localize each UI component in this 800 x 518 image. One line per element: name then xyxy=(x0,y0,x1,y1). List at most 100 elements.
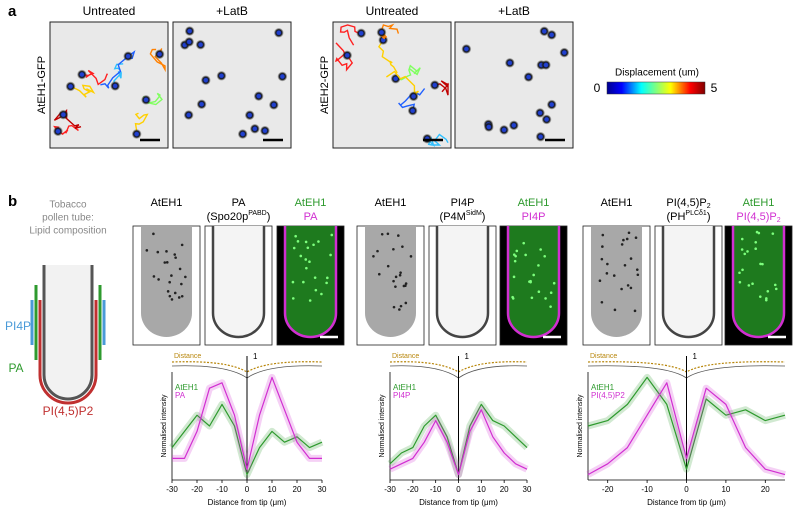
particle xyxy=(407,105,418,116)
track xyxy=(434,80,450,96)
x-axis-label: Distance from tip (μm) xyxy=(419,498,498,507)
header-part: PABD xyxy=(248,210,267,217)
header-part: (PH xyxy=(666,211,685,223)
vesicle xyxy=(633,309,637,313)
column-title: +LatB xyxy=(216,4,248,18)
series-line xyxy=(587,382,786,476)
micrograph xyxy=(499,225,568,346)
track xyxy=(81,69,108,86)
colorbar-max: 5 xyxy=(711,81,718,95)
vesicle xyxy=(372,255,375,258)
vesicle xyxy=(177,296,181,299)
particle xyxy=(390,73,401,84)
micrograph xyxy=(454,21,574,149)
x-tick-label: -10 xyxy=(641,485,653,494)
vesicle xyxy=(325,281,328,285)
particle xyxy=(216,70,227,81)
particle xyxy=(277,71,288,82)
image-header: AtEH1 xyxy=(518,197,550,209)
tube xyxy=(283,226,338,339)
schematic-title: Lipid composition xyxy=(29,226,106,237)
vesicle xyxy=(738,280,742,284)
particle xyxy=(259,125,270,136)
vesicle xyxy=(178,267,182,271)
vesicle xyxy=(163,261,167,264)
vesicle xyxy=(174,256,177,259)
legend-entry: PA xyxy=(175,391,186,400)
vesicle xyxy=(766,289,770,293)
legend-entry: PI4P xyxy=(393,391,410,400)
header-part: AtEH1 xyxy=(518,197,550,209)
vesicle xyxy=(168,294,172,298)
vesicle xyxy=(626,284,630,287)
vesicle xyxy=(754,247,757,251)
distance-trace xyxy=(171,361,323,373)
vesicle xyxy=(543,254,546,258)
vesicle xyxy=(386,232,390,236)
vesicle xyxy=(537,264,540,267)
x-tick-label: 20 xyxy=(293,485,302,494)
vesicle xyxy=(513,259,517,263)
micrograph xyxy=(654,225,723,346)
vesicle xyxy=(398,308,401,311)
particle xyxy=(559,47,570,58)
vesicle xyxy=(394,275,398,279)
vesicle xyxy=(173,291,177,295)
header-part: AtEH1 xyxy=(375,197,407,209)
micrograph xyxy=(49,21,169,149)
vesicle xyxy=(761,262,764,266)
tube xyxy=(141,226,192,337)
x-tick-label: 20 xyxy=(500,485,509,494)
header-part: AtEH1 xyxy=(743,197,775,209)
vesicle xyxy=(168,280,171,284)
track xyxy=(113,63,124,87)
image-header: PI4P xyxy=(522,211,546,223)
particle xyxy=(504,57,515,68)
lipid-label: PI4P xyxy=(5,319,31,333)
distance-tick: 1 xyxy=(465,352,470,361)
vesicle xyxy=(156,250,160,254)
vesicle xyxy=(165,250,168,253)
particle xyxy=(546,99,557,110)
vesicle xyxy=(740,248,744,251)
series-line xyxy=(389,409,528,476)
vesicle xyxy=(304,258,308,261)
vesicle xyxy=(746,250,749,253)
image-header: PI(4,5)P2 xyxy=(736,211,780,224)
vesicle xyxy=(598,279,602,283)
row-label: AtEH2-GFP xyxy=(319,56,331,114)
vesicle xyxy=(380,232,384,236)
vesicle xyxy=(314,288,318,292)
vesicle xyxy=(741,268,744,272)
vesicle xyxy=(743,252,747,256)
vesicle xyxy=(740,237,744,241)
particle xyxy=(508,120,519,131)
vesicle xyxy=(312,243,315,247)
vesicle xyxy=(165,261,169,264)
vesicle xyxy=(157,278,160,281)
vesicle xyxy=(330,233,334,237)
micrograph xyxy=(172,21,292,149)
legend-entry: AtEH1 xyxy=(591,383,615,392)
track xyxy=(378,39,398,74)
particle xyxy=(65,81,76,92)
vesicle xyxy=(528,280,531,283)
vesicle xyxy=(401,245,404,248)
vesicle xyxy=(549,305,552,308)
vesicle xyxy=(170,298,174,301)
vesicle xyxy=(613,308,617,312)
x-tick-label: -30 xyxy=(384,485,396,494)
vesicle xyxy=(549,291,553,295)
panel-label: a xyxy=(8,3,17,20)
vesicle xyxy=(386,264,390,268)
particle xyxy=(183,110,194,121)
particle xyxy=(408,91,419,102)
image-header: AtEH1 xyxy=(743,197,775,209)
header-part: AtEH1 xyxy=(151,197,183,209)
lipid-label: PI(4,5)P2 xyxy=(43,404,94,418)
image-header: PI4P xyxy=(451,197,475,209)
header-part: (Spo20p xyxy=(207,211,249,223)
vesicle xyxy=(537,290,541,294)
vesicle xyxy=(532,273,535,277)
vesicle xyxy=(759,262,762,266)
